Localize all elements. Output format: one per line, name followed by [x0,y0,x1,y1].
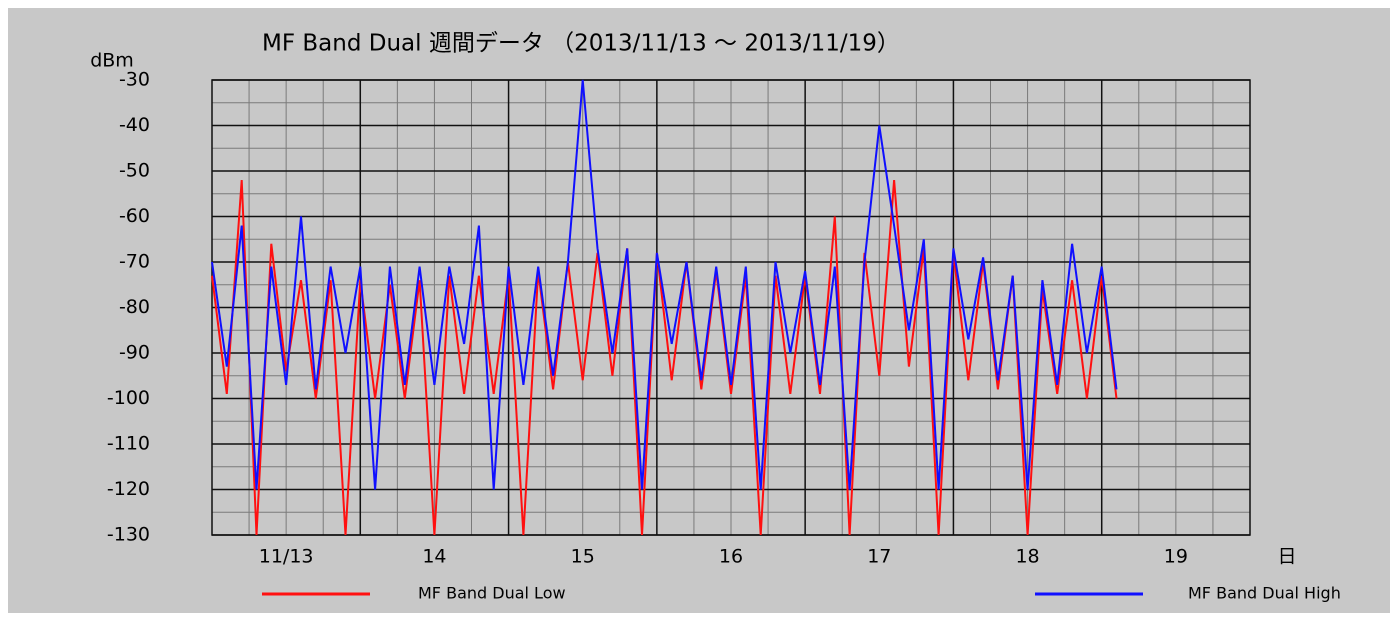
chart-title: MF Band Dual 週間データ （2013/11/13 ～ 2013/11… [262,31,900,57]
x-tick-label: 17 [867,546,891,568]
x-axis-label: 日 [1277,546,1296,568]
y-tick-label: -100 [107,387,150,409]
y-axis-label: dBm [90,50,134,72]
data-line [211,79,1118,490]
y-tick-label: -40 [119,114,150,136]
x-tick-label: 11/13 [259,546,314,568]
y-tick-label: -30 [119,69,150,91]
legend-text: MF Band Dual High [1188,584,1341,603]
y-tick-label: -50 [119,160,150,182]
y-tick-label: -90 [119,342,150,364]
y-tick-label: -70 [119,251,150,273]
x-tick-label: 19 [1164,546,1188,568]
x-tick-label: 18 [1015,546,1039,568]
y-tick-label: -80 [119,296,150,318]
plot-frame [211,79,1251,536]
legend-text: MF Band Dual Low [418,584,566,603]
y-tick-label: -130 [107,524,150,546]
y-tick-label: -60 [119,205,150,227]
y-tick-label: -110 [107,433,150,455]
y-tick-label: -120 [107,478,150,500]
x-tick-label: 14 [422,546,446,568]
x-tick-label: 15 [571,546,595,568]
x-tick-label: 16 [719,546,743,568]
